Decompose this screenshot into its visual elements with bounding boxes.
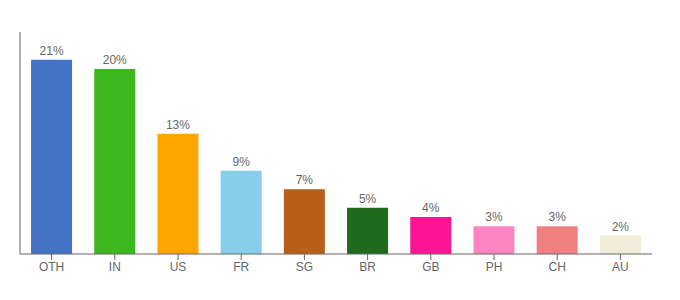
svg-text:FR: FR <box>233 260 249 274</box>
svg-text:3%: 3% <box>485 210 503 224</box>
svg-text:PH: PH <box>486 260 503 274</box>
svg-text:GB: GB <box>422 260 439 274</box>
svg-text:CH: CH <box>549 260 566 274</box>
svg-text:SG: SG <box>296 260 313 274</box>
svg-text:BR: BR <box>359 260 376 274</box>
svg-text:20%: 20% <box>103 53 127 67</box>
svg-text:IN: IN <box>109 260 121 274</box>
svg-text:2%: 2% <box>612 220 630 234</box>
svg-text:5%: 5% <box>359 192 377 206</box>
svg-text:21%: 21% <box>40 44 64 58</box>
svg-text:7%: 7% <box>296 173 314 187</box>
svg-text:13%: 13% <box>166 118 190 132</box>
svg-text:9%: 9% <box>232 155 250 169</box>
svg-text:AU: AU <box>612 260 629 274</box>
svg-text:OTH: OTH <box>39 260 64 274</box>
svg-text:3%: 3% <box>548 210 566 224</box>
svg-text:US: US <box>170 260 187 274</box>
svg-text:4%: 4% <box>422 201 440 215</box>
